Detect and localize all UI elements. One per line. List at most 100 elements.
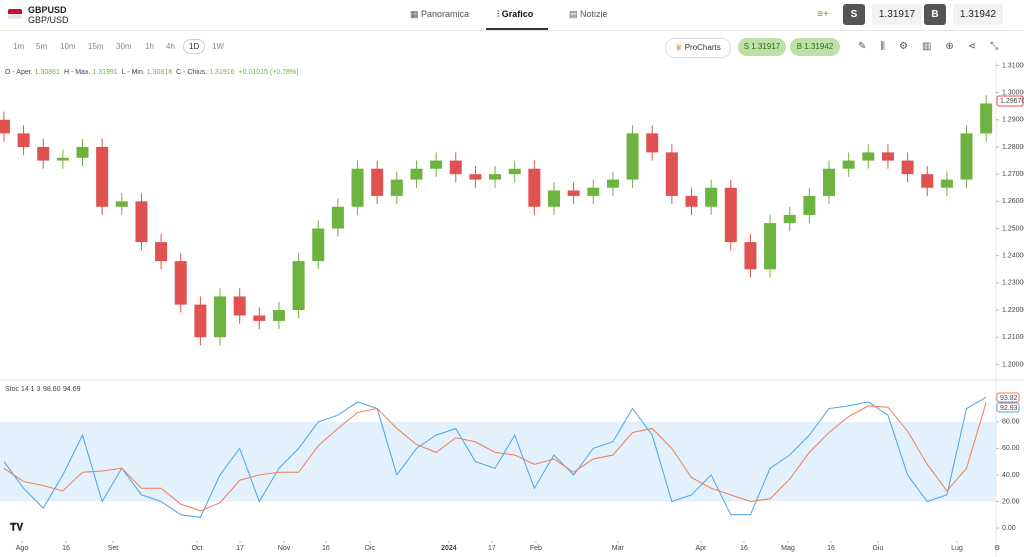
tab-label[interactable]: Grafico	[501, 9, 534, 19]
candle-body	[17, 133, 30, 147]
axis-label-box	[996, 392, 1020, 403]
candle-body	[508, 168, 521, 175]
candle-body	[567, 190, 580, 196]
timeframe[interactable]: 30m	[116, 42, 132, 51]
settings-icon[interactable]: ⚙	[994, 544, 1000, 552]
buy-button[interactable]: B	[924, 4, 946, 25]
candle-body	[980, 103, 993, 134]
candle-body	[901, 160, 914, 175]
x-tick-label: 16	[322, 545, 330, 552]
candle-body	[96, 146, 109, 207]
candle-body	[489, 174, 502, 180]
y-tick-label: 1.20000	[1002, 361, 1024, 368]
candle-body	[292, 261, 305, 311]
candle-body	[174, 261, 187, 305]
candle-body	[233, 296, 246, 316]
timeframe[interactable]: 10m	[60, 42, 76, 51]
tab[interactable]: ⫶ Grafico	[497, 9, 534, 19]
indicator-value: 98.60	[43, 386, 61, 393]
tab[interactable]: ▤ Notizie	[569, 9, 608, 19]
axis-label: 93.82	[1000, 395, 1018, 402]
candle-body	[646, 133, 659, 153]
timeframe[interactable]: 1h	[145, 42, 154, 51]
change: +0.01015 (+0.78%)	[239, 69, 299, 76]
x-tick-label: Lug	[951, 545, 963, 552]
timeframe[interactable]: 1D	[183, 39, 206, 54]
candle-body	[862, 152, 875, 161]
timeframe[interactable]: 4h	[166, 42, 175, 51]
candle-body	[410, 168, 423, 180]
ohlc-value: 1.31916	[209, 69, 234, 76]
y-tick-label: 1.29000	[1002, 117, 1024, 124]
timeframe[interactable]: 1W	[212, 42, 224, 51]
tab-label[interactable]: Notizie	[580, 9, 608, 19]
candle-body	[331, 206, 344, 229]
tab-label[interactable]: Panoramica	[421, 9, 470, 19]
candle-body	[685, 195, 698, 207]
y-tick-label: 1.27000	[1002, 171, 1024, 178]
candle-body	[390, 179, 403, 196]
candle-body	[921, 174, 934, 188]
buy-price[interactable]: 1.31942	[953, 4, 1003, 25]
symbol: GBPUSD GBP/USD	[28, 5, 69, 25]
candle-body	[0, 119, 10, 134]
candle-body	[430, 160, 443, 169]
candle-body	[528, 168, 541, 207]
y-tick-label: 1.28000	[1002, 144, 1024, 151]
price-label: 1.29670	[1000, 98, 1024, 105]
sell-button[interactable]: S	[843, 4, 865, 25]
ohlc-value: 1.30861	[35, 69, 60, 76]
tv-logo: 𝐓𝐕	[10, 522, 23, 534]
x-tick-label: Nov	[278, 545, 291, 552]
sell-price[interactable]: 1.31917	[872, 4, 922, 25]
x-tick-label: 17	[236, 545, 244, 552]
y-tick-label: 40.00	[1002, 472, 1020, 479]
top-bar: GBPUSD GBP/USD ▦ Panoramica ⫶ Grafico ▤ N…	[0, 0, 1024, 31]
candle-body	[135, 201, 148, 243]
tab[interactable]: ▦ Panoramica	[410, 9, 470, 19]
candle-body	[449, 160, 462, 175]
x-tick-label: Dic	[365, 545, 376, 552]
symbol-code: GBPUSD	[28, 5, 67, 15]
y-tick-label: 1.31000	[1002, 62, 1024, 69]
timeframe[interactable]: 1m	[13, 42, 25, 51]
candle-body	[547, 190, 560, 207]
x-tick-label: 16	[827, 545, 835, 552]
candle-body	[272, 310, 285, 321]
candle-body	[587, 187, 600, 196]
candle-body	[705, 187, 718, 207]
tab-underline	[486, 28, 548, 30]
timeframe[interactable]: 5m	[36, 42, 48, 51]
candle-body	[194, 304, 207, 338]
candle-body	[626, 133, 639, 180]
candle-body	[823, 168, 836, 196]
candle-body	[56, 157, 69, 161]
candle-body	[371, 168, 384, 196]
candle-body	[606, 179, 619, 188]
procharts-label[interactable]: ProCharts	[684, 43, 721, 52]
band	[0, 421, 996, 502]
candle-body	[881, 152, 894, 161]
procharts-button[interactable]: ♛ ProCharts	[665, 38, 731, 58]
y-tick-label: 60.00	[1002, 445, 1020, 452]
candle-body	[803, 195, 816, 215]
buy-chip[interactable]: B 1.31942	[790, 38, 840, 56]
y-tick-label: 1.24000	[1002, 253, 1024, 260]
candle-body	[764, 223, 777, 270]
candle-body	[665, 152, 678, 196]
x-tick-label: 16	[62, 545, 70, 552]
x-tick-label: Set	[108, 545, 119, 552]
sell-chip[interactable]: S 1.31917	[738, 38, 786, 56]
price-label-box	[996, 95, 1024, 107]
tool-icons[interactable]: ✎⫼⚙▥⊕⋖⤡	[858, 41, 1013, 52]
timeframe[interactable]: 15m	[88, 42, 104, 51]
candle-body	[469, 174, 482, 180]
watchlist-button[interactable]: ≡+	[817, 9, 829, 20]
ohlc-value: 1.31991	[92, 69, 117, 76]
candle-body	[783, 214, 796, 224]
ohlc-value: 1.30818	[147, 69, 172, 76]
indicator-value: 94.69	[63, 386, 81, 393]
candle-body	[940, 179, 953, 188]
